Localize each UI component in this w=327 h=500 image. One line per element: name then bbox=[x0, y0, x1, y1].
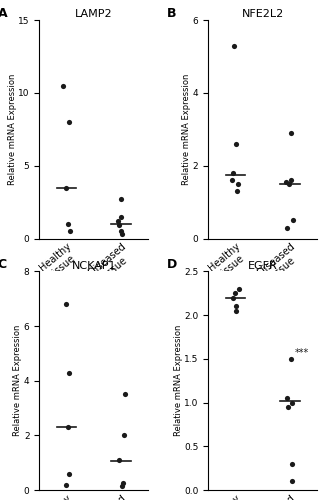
Point bbox=[289, 478, 295, 486]
Point bbox=[122, 390, 127, 398]
Point bbox=[119, 196, 124, 203]
Point bbox=[234, 187, 239, 195]
Point bbox=[234, 306, 239, 314]
Point bbox=[63, 480, 68, 488]
Point bbox=[284, 178, 289, 186]
Text: ***: *** bbox=[295, 348, 309, 358]
Point bbox=[121, 432, 127, 440]
Point bbox=[233, 302, 239, 310]
Point bbox=[231, 42, 236, 50]
Point bbox=[284, 394, 289, 402]
Point bbox=[67, 470, 72, 478]
Point bbox=[117, 222, 122, 230]
Title: NCKAP1: NCKAP1 bbox=[72, 260, 116, 270]
Point bbox=[66, 368, 72, 376]
Y-axis label: Relative mRNA Expression: Relative mRNA Expression bbox=[174, 325, 183, 436]
Text: C: C bbox=[0, 258, 7, 272]
Point bbox=[118, 228, 124, 235]
Point bbox=[236, 285, 241, 293]
Point bbox=[66, 423, 71, 431]
Point bbox=[289, 460, 295, 468]
Point bbox=[230, 176, 235, 184]
Point bbox=[233, 140, 238, 148]
Y-axis label: Relative mRNA Expression: Relative mRNA Expression bbox=[13, 325, 22, 436]
Point bbox=[231, 294, 236, 302]
Point bbox=[66, 220, 71, 228]
Point bbox=[66, 118, 71, 126]
Point bbox=[235, 180, 240, 188]
Point bbox=[291, 216, 296, 224]
Point bbox=[63, 184, 69, 192]
Point bbox=[120, 482, 125, 490]
Y-axis label: Relative mRNA Expression: Relative mRNA Expression bbox=[182, 74, 191, 185]
Point bbox=[284, 224, 289, 232]
Point bbox=[120, 230, 125, 238]
Point bbox=[289, 355, 294, 363]
Point bbox=[67, 228, 73, 235]
Point bbox=[115, 217, 120, 225]
Title: LAMP2: LAMP2 bbox=[75, 9, 112, 19]
Point bbox=[60, 82, 66, 90]
Point bbox=[63, 300, 69, 308]
Point bbox=[286, 180, 291, 188]
Title: EGFR: EGFR bbox=[248, 260, 278, 270]
Point bbox=[120, 479, 126, 487]
Point bbox=[118, 212, 124, 220]
Point bbox=[288, 176, 293, 184]
Title: NFE2L2: NFE2L2 bbox=[242, 9, 284, 19]
Y-axis label: Relative mRNA Expression: Relative mRNA Expression bbox=[8, 74, 17, 185]
Point bbox=[288, 129, 294, 137]
Point bbox=[286, 403, 291, 411]
Point bbox=[232, 290, 238, 298]
Point bbox=[231, 169, 236, 177]
Text: B: B bbox=[167, 7, 176, 20]
Text: A: A bbox=[0, 7, 8, 20]
Point bbox=[116, 456, 121, 464]
Point bbox=[289, 398, 294, 406]
Text: D: D bbox=[167, 258, 177, 272]
